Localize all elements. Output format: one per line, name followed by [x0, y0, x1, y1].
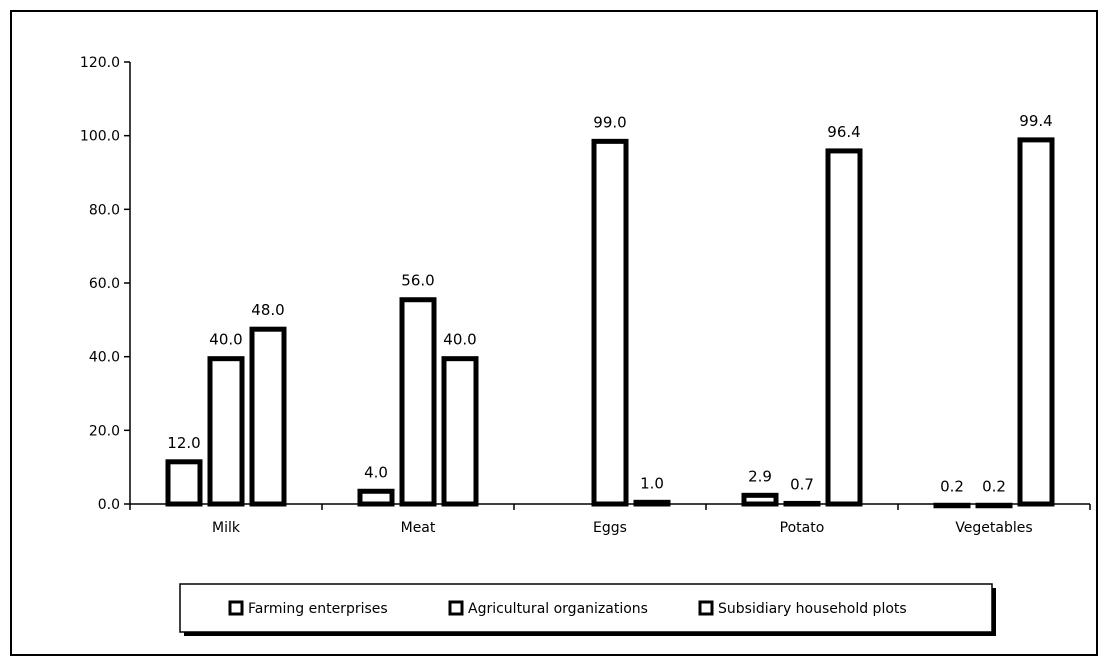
y-tick-label: 120.0 [80, 55, 120, 71]
y-tick-label: 0.0 [98, 497, 120, 513]
legend [179, 583, 993, 633]
bar-milk-series-1 [165, 459, 203, 507]
data-label-milk-series-1: 12.0 [167, 434, 200, 452]
data-label-meat-series-1: 4.0 [364, 463, 388, 481]
x-tick-label-eggs: Eggs [593, 520, 627, 536]
y-tick-label: 60.0 [89, 276, 120, 292]
data-label-vegetables-series-3: 99.4 [1019, 112, 1052, 130]
bar-eggs-series-2 [591, 138, 629, 507]
chart-frame: 0.0 20.0 40.0 60.0 80.0 100.0 120.0 Milk Meat Egg… [10, 10, 1098, 656]
legend-label-series-3: Subsidiary household plots [718, 601, 907, 617]
y-tick-label: 20.0 [89, 423, 120, 439]
bar-potato-series-3 [825, 148, 863, 507]
bar-meat-series-3 [441, 356, 479, 507]
y-tick-label: 100.0 [80, 129, 120, 145]
data-label-eggs-series-3: 1.0 [640, 474, 664, 492]
data-label-vegetables-series-1: 0.2 [940, 477, 964, 495]
bar-vegetables-series-2 [975, 502, 1013, 509]
bar-eggs-series-3 [633, 499, 671, 507]
bar-meat-series-2 [399, 297, 437, 507]
bar-vegetables-series-1 [933, 502, 971, 509]
bar-potato-series-2 [783, 500, 821, 507]
bar-milk-series-3 [249, 326, 287, 507]
bar-milk-series-2 [207, 356, 245, 507]
y-tick-label: 40.0 [89, 350, 120, 366]
legend-label-series-2: Agricultural organizations [468, 601, 648, 617]
bar-potato-series-1 [741, 492, 779, 507]
legend-label-series-1: Farming enterprises [248, 601, 388, 617]
bar-vegetables-series-3 [1017, 137, 1055, 507]
legend-swatch-series-3 [698, 600, 714, 616]
x-tick-label-vegetables: Vegetables [955, 520, 1032, 536]
x-tick-label-potato: Potato [780, 520, 825, 536]
data-label-meat-series-3: 40.0 [443, 331, 476, 349]
y-tick-label: 80.0 [89, 202, 120, 218]
x-tick-label-meat: Meat [401, 520, 436, 536]
data-label-milk-series-3: 48.0 [251, 301, 284, 319]
data-label-vegetables-series-2: 0.2 [982, 477, 1006, 495]
legend-swatch-series-2 [448, 600, 464, 616]
data-label-milk-series-2: 40.0 [209, 331, 242, 349]
x-tick-label-milk: Milk [212, 520, 241, 536]
bar-chart: 0.0 20.0 40.0 60.0 80.0 100.0 120.0 Milk Meat Egg… [80, 55, 1091, 636]
data-label-eggs-series-2: 99.0 [593, 113, 626, 131]
data-label-meat-series-2: 56.0 [401, 272, 434, 290]
bar-meat-series-1 [357, 488, 395, 507]
legend-swatch-series-1 [228, 600, 244, 616]
data-label-potato-series-2: 0.7 [790, 475, 814, 493]
data-label-potato-series-1: 2.9 [748, 467, 772, 485]
data-label-potato-series-3: 96.4 [827, 123, 860, 141]
